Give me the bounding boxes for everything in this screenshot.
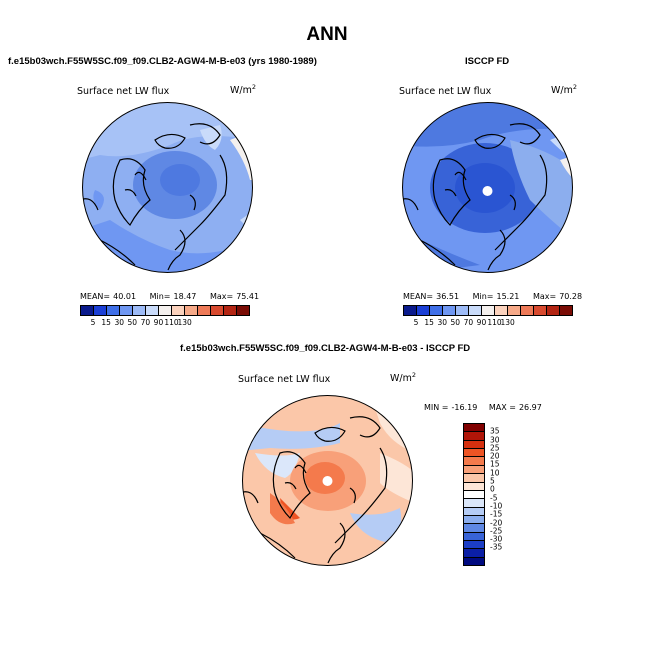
panel-2-polar-map [402,102,573,273]
colorbar-tick-label: 15 [424,318,434,327]
colorbar-tick-label: -10 [490,501,503,511]
colorbar-swatch [464,424,484,433]
diff-panel-colorbar [463,423,485,566]
colorbar-tick-label: -25 [490,526,503,536]
colorbar-swatch [81,306,94,315]
colorbar-swatch [172,306,185,315]
colorbar-tick-label: 15 [490,459,500,469]
colorbar-tick-label: 70 [463,318,474,327]
panel-2-plot-label: Surface net LW flux [399,86,492,97]
colorbar-tick-label: 130 [177,318,192,327]
colorbar-swatch [107,306,120,315]
colorbar-swatch [464,532,484,542]
colorbar-swatch [404,306,417,315]
colorbar-swatch [417,306,430,315]
colorbar-tick-label: 5 [413,318,419,327]
colorbar-swatch [146,306,159,315]
main-title: ANN [306,24,348,45]
colorbar-swatch [560,306,572,315]
colorbar-tick-label: 30 [437,318,447,327]
diff-panel-stats: MIN = -16.19 MAX = 26.97 [424,403,542,412]
colorbar-swatch [120,306,133,315]
colorbar-swatch [547,306,560,315]
colorbar-swatch [464,524,484,533]
colorbar-tick-label: 110 [487,318,502,327]
colorbar-swatch [482,306,495,315]
colorbar-swatch [464,507,484,516]
panel-1-plot-label: Surface net LW flux [77,86,170,97]
colorbar-swatch [508,306,521,315]
colorbar-swatch [159,306,172,315]
colorbar-tick-label: -35 [490,542,503,552]
panel-2-colorbar: 5 15 30 50 70 90 110 130 [403,305,573,327]
colorbar-tick-label: 50 [450,318,461,327]
colorbar-tick-label: 5 [490,476,495,486]
colorbar-swatch [464,449,484,458]
panel-1-polar-map [82,102,253,273]
panel-1-stats: MEAN= 40.01 Min= 18.47 Max= 75.41 [80,292,260,301]
colorbar-swatch [464,541,484,550]
colorbar-tick-label: 25 [490,443,500,453]
colorbar-swatch [464,482,484,491]
colorbar-tick-label: 110 [164,318,179,327]
colorbar-swatch [464,515,484,525]
colorbar-swatch [185,306,198,315]
colorbar-swatch [521,306,534,315]
colorbar-swatch [464,499,484,508]
colorbar-swatch [430,306,443,315]
colorbar-swatch [198,306,211,315]
colorbar-swatch [224,306,237,315]
colorbar-swatch [464,474,484,483]
colorbar-tick-label: -20 [490,518,503,528]
colorbar-swatch [464,440,484,450]
colorbar-swatch [211,306,224,315]
colorbar-swatch [94,306,107,315]
panel-1-colorbar: 5 15 30 50 70 90 110 130 [80,305,250,327]
diff-panel-units: W/m2 [390,371,416,385]
colorbar-tick-label: 10 [490,468,500,478]
colorbar-tick-label: 70 [140,318,151,327]
diff-panel-title: f.e15b03wch.F55W5SC.f09_f09.CLB2-AGW4-M-… [180,343,471,354]
diff-panel-plot-label: Surface net LW flux [238,374,331,385]
colorbar-tick-label: -5 [490,493,498,503]
colorbar-swatch [495,306,508,315]
colorbar-tick-label: 30 [490,435,500,445]
colorbar-swatch [534,306,547,315]
colorbar-tick-label: 90 [476,318,487,327]
colorbar-swatch [464,557,484,566]
colorbar-tick-label: 15 [101,318,111,327]
colorbar-tick-label: 5 [90,318,96,327]
panel-2-units: W/m2 [551,83,577,97]
colorbar-swatch [133,306,146,315]
panel-2-stats: MEAN= 36.51 Min= 15.21 Max= 70.28 [403,292,583,301]
colorbar-swatch [464,490,484,500]
colorbar-swatch [464,457,484,466]
colorbar-swatch [237,306,249,315]
colorbar-tick-label: -15 [490,509,503,519]
colorbar-swatch [469,306,482,315]
colorbar-swatch [464,432,484,441]
colorbar-tick-label: 50 [127,318,138,327]
panel-1-title: f.e15b03wch.F55W5SC.f09_f09.CLB2-AGW4-M-… [8,56,317,67]
panel-1-units: W/m2 [230,83,256,97]
colorbar-swatch [464,549,484,558]
diff-panel-polar-map [242,395,413,566]
colorbar-tick-label: 20 [490,451,500,461]
colorbar-swatch [456,306,469,315]
colorbar-tick-label: 0 [490,484,495,494]
colorbar-tick-label: -30 [490,534,503,544]
colorbar-swatch [443,306,456,315]
panel-2-title: ISCCP FD [465,56,510,67]
colorbar-tick-label: 90 [153,318,164,327]
colorbar-tick-label: 130 [500,318,515,327]
colorbar-tick-label: 30 [114,318,124,327]
colorbar-tick-label: 35 [490,426,500,436]
colorbar-swatch [464,465,484,475]
